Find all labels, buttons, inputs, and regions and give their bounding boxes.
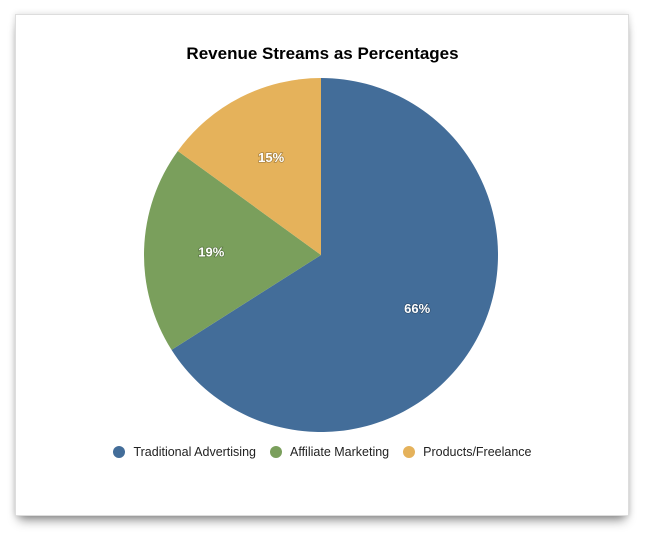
slice-label-2: 15% — [258, 150, 284, 165]
legend-label: Traditional Advertising — [133, 445, 256, 459]
legend-label: Products/Freelance — [423, 445, 532, 459]
slice-label-0: 66% — [404, 301, 430, 316]
chart-title: Revenue Streams as Percentages — [186, 44, 459, 63]
legend-marker-icon — [113, 446, 126, 458]
legend-marker-icon — [270, 446, 282, 458]
legend-item[interactable]: Traditional Advertising — [113, 445, 256, 459]
legend-item[interactable]: Products/Freelance — [403, 445, 532, 459]
legend-marker-icon — [403, 446, 416, 458]
legend-label: Affiliate Marketing — [290, 445, 390, 459]
pie-slice-0 — [171, 78, 498, 432]
pie-slice-2 — [177, 78, 321, 255]
slice-label-1: 19% — [198, 245, 224, 260]
legend: Traditional Advertising Affiliate Marketi… — [0, 445, 645, 459]
pie-slice-1 — [144, 150, 321, 350]
legend-item[interactable]: Affiliate Marketing — [270, 445, 389, 459]
